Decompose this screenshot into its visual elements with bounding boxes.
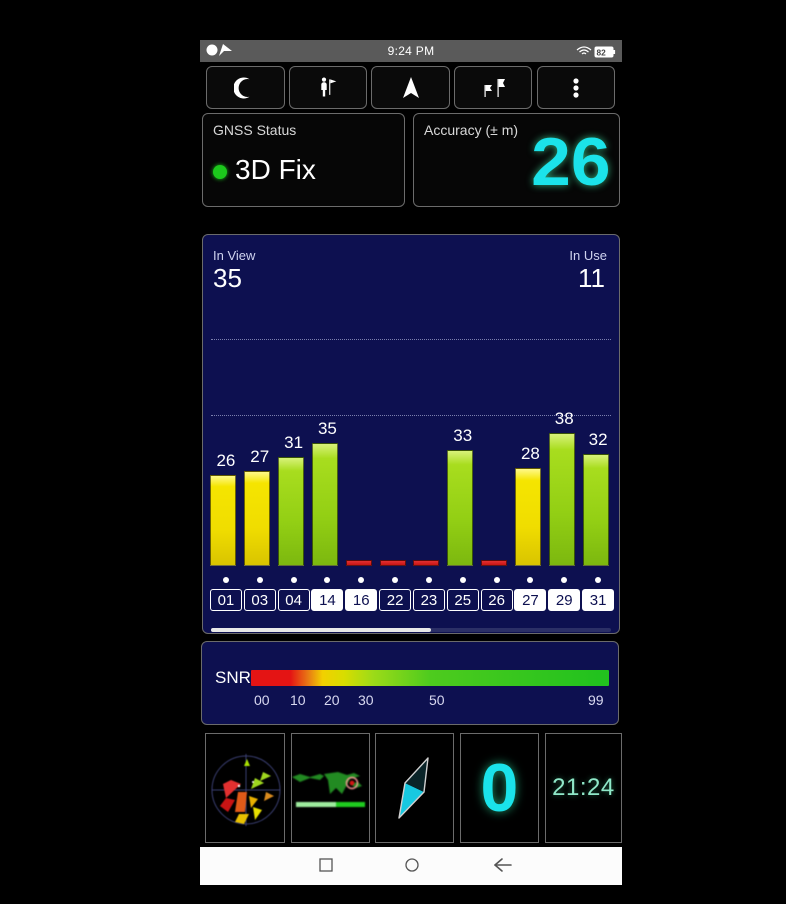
svg-text:82: 82 (597, 47, 607, 57)
